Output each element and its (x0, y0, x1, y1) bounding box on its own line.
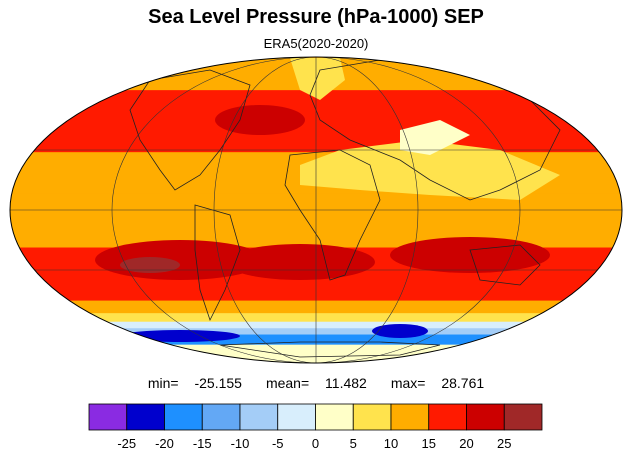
colorbar-box (126, 403, 165, 431)
max-stat: max= 28.761 (385, 375, 490, 391)
min-label: min= (147, 375, 179, 391)
colorbar-tick-label: 10 (384, 436, 398, 451)
colorbar-tick-label: -15 (193, 436, 212, 451)
colorbar-tick-label: -10 (231, 436, 250, 451)
graticule (10, 57, 622, 363)
mean-label: mean= (265, 375, 310, 391)
low-pressure-region (300, 140, 560, 200)
colorbar-tick-label: -20 (155, 436, 174, 451)
colorbar-box (164, 403, 203, 431)
low-pressure-cell (372, 324, 428, 338)
map-title: Sea Level Pressure (hPa-1000) SEP (148, 6, 484, 28)
mean-value: 11.482 (325, 375, 367, 391)
colorbar-box (201, 403, 241, 431)
map-border (9, 56, 623, 364)
high-pressure-cell (225, 244, 375, 280)
min-stat: min= -25.155 (142, 375, 248, 391)
colorbar-tick-label: 0 (312, 436, 319, 451)
min-value: -25.155 (194, 375, 242, 391)
statistics-line: min= -25.155 mean= 11.482 max= 28.761 (0, 375, 632, 391)
high-pressure-cell (120, 257, 180, 273)
colorbar-box (428, 403, 467, 431)
colorbar-boxes (88, 403, 543, 431)
colorbar-labels: -25 -20 -15 -10 -5 0 5 10 15 20 25 (117, 436, 511, 451)
colorbar-tick-label: 25 (497, 436, 511, 451)
colorbar-box (277, 403, 316, 431)
mean-stat: mean= 11.482 (260, 375, 373, 391)
colorbar-box (466, 403, 505, 431)
map-subtitle: ERA5(2020-2020) (263, 36, 369, 51)
colorbar-tick-label: -25 (117, 436, 136, 451)
max-value: 28.761 (441, 375, 485, 391)
max-label: max= (390, 375, 426, 391)
colorbar-tick-label: 20 (459, 436, 473, 451)
colorbar-tick-label: 15 (422, 436, 436, 451)
colorbar-box (239, 403, 279, 431)
colorbar-box (352, 403, 392, 431)
colorbar-box (390, 403, 430, 431)
colorbar-box (503, 403, 543, 431)
colorbar-tick-label: -5 (272, 436, 284, 451)
coastlines (129, 59, 561, 358)
colorbar-box (315, 403, 354, 431)
colorbar-tick-label: 5 (350, 436, 357, 451)
low-pressure-region (400, 120, 470, 155)
colorbar-box (88, 403, 128, 431)
